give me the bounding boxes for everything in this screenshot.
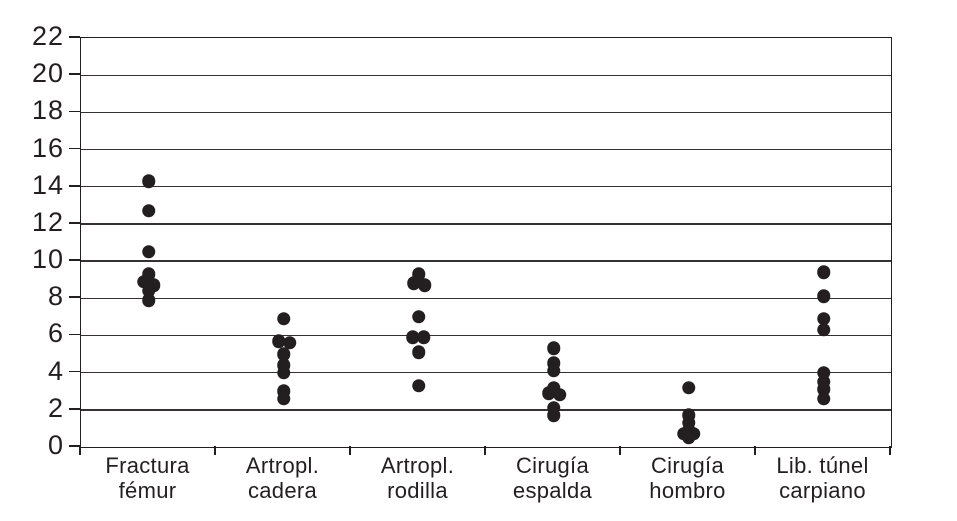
data-point	[546, 341, 561, 356]
y-tick-label-6: 6	[47, 318, 64, 349]
data-point	[546, 364, 561, 378]
data-point	[411, 345, 426, 359]
x-axis-tick	[349, 446, 351, 455]
y-tick-label-0: 0	[47, 429, 64, 460]
data-point	[271, 334, 286, 348]
y-axis-tick	[69, 36, 80, 38]
y-tick-label-14: 14	[31, 169, 64, 200]
x-category-label-1: Fractura fémur	[105, 453, 190, 503]
gridline-y-4	[81, 372, 891, 374]
y-axis-tick	[69, 370, 80, 373]
y-tick-label-2: 2	[47, 392, 64, 423]
data-point	[141, 204, 156, 218]
gridline-y-20	[81, 74, 891, 76]
gridline-y-2	[81, 409, 891, 411]
data-point	[411, 378, 426, 393]
y-axis-tick	[69, 147, 80, 150]
y-axis-tick	[69, 110, 80, 113]
x-category-label-5: Cirugía hombro	[649, 453, 726, 503]
x-category-label-6: Lib. túnel carpiano	[776, 453, 869, 503]
y-tick-label-22: 22	[31, 20, 64, 51]
x-axis-tick	[79, 446, 81, 455]
gridline-y-16	[81, 148, 891, 151]
y-tick-label-16: 16	[31, 132, 64, 163]
data-point	[816, 311, 831, 326]
data-point	[276, 311, 291, 326]
data-point	[141, 174, 156, 188]
data-point	[141, 293, 156, 307]
gridline-y-8	[81, 297, 891, 299]
x-category-label-4: Cirugía espalda	[512, 453, 593, 503]
x-axis-tick	[484, 446, 486, 455]
y-tick-label-4: 4	[47, 355, 64, 386]
data-point	[552, 388, 567, 402]
data-point	[816, 391, 831, 406]
plot-area	[80, 37, 892, 448]
y-axis-tick	[69, 296, 80, 299]
data-point	[681, 380, 696, 395]
gridline-y-18	[81, 111, 891, 114]
data-point	[816, 265, 831, 279]
y-axis-tick	[69, 408, 80, 410]
data-point	[681, 430, 696, 445]
data-point	[141, 245, 156, 259]
y-tick-label-20: 20	[31, 58, 64, 89]
data-point	[541, 386, 556, 400]
x-axis-tick	[214, 446, 216, 455]
y-axis-tick	[69, 222, 80, 224]
y-tick-label-12: 12	[31, 206, 64, 237]
gridline-y-12	[81, 223, 891, 225]
x-axis-tick	[889, 446, 891, 455]
data-point	[411, 310, 426, 324]
y-tick-label-8: 8	[47, 281, 64, 312]
data-point	[816, 323, 831, 337]
data-point	[416, 330, 431, 345]
data-point	[276, 391, 291, 406]
y-tick-label-10: 10	[31, 243, 64, 274]
y-axis-tick	[69, 333, 80, 336]
data-point	[816, 289, 831, 304]
data-point	[406, 276, 421, 291]
data-point	[276, 365, 291, 380]
data-point	[282, 336, 297, 350]
data-point	[417, 278, 432, 292]
y-axis-tick	[69, 445, 80, 447]
data-point	[405, 330, 420, 345]
gridline-y-6	[81, 334, 891, 337]
data-point	[546, 408, 561, 423]
y-tick-label-18: 18	[31, 95, 64, 126]
x-axis-tick	[619, 446, 621, 455]
x-category-label-2: Artropl. cadera	[245, 453, 320, 503]
y-axis-tick	[69, 184, 80, 187]
x-category-label-3: Artropl. rodilla	[380, 453, 455, 503]
x-axis-tick	[754, 446, 756, 455]
data-point	[276, 347, 291, 361]
gridline-y-10	[81, 260, 891, 262]
y-axis-tick	[69, 259, 80, 261]
y-axis-tick	[69, 73, 80, 75]
gridline-y-14	[81, 186, 891, 188]
